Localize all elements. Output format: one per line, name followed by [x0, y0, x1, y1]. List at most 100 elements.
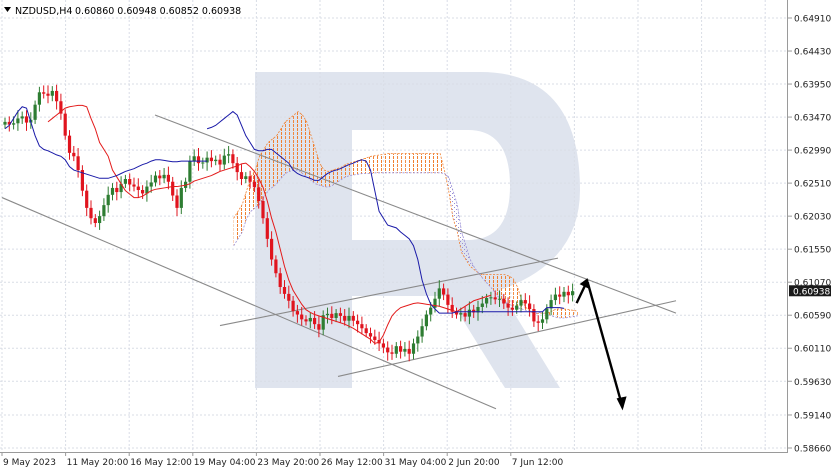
candle-bearish — [89, 207, 93, 219]
cloud-segment — [336, 167, 342, 183]
cloud-segment — [349, 161, 355, 176]
cloud-segment — [289, 115, 294, 172]
candle-bearish — [265, 218, 269, 239]
candle-bullish — [37, 92, 41, 105]
cloud-segment — [504, 274, 509, 305]
candle-bearish — [175, 195, 179, 208]
candle-bullish — [476, 306, 480, 313]
candle-bearish — [532, 309, 536, 322]
candle-bearish — [252, 181, 256, 188]
candle-bullish — [485, 298, 489, 304]
candle-bearish — [128, 178, 132, 185]
dropdown-triangle-icon[interactable] — [4, 7, 11, 12]
cloud-segment — [435, 153, 441, 173]
cloud-segment — [341, 164, 346, 180]
candle-bullish — [123, 178, 127, 184]
candle-bullish — [540, 319, 545, 323]
candles — [3, 84, 575, 362]
cloud-segment — [379, 154, 385, 173]
cloud-segment — [448, 176, 453, 219]
cloud-segment — [427, 153, 432, 173]
watermark-logo — [255, 72, 580, 388]
candle-bullish — [424, 314, 428, 327]
grid — [0, 0, 788, 452]
candle-bullish — [145, 186, 149, 194]
candle-bearish — [330, 313, 334, 318]
price-tick-label: 0.58660 — [794, 445, 831, 455]
cloud-segment — [508, 276, 514, 307]
kijun-sen-line — [4, 106, 208, 179]
channel-line — [337, 300, 677, 377]
price-tick-label: 0.62030 — [794, 213, 831, 223]
candle-bullish — [467, 309, 471, 317]
candle-bearish — [454, 311, 459, 315]
candle-bullish — [497, 298, 502, 300]
candle-bearish — [24, 116, 29, 123]
candle-bullish — [437, 288, 441, 299]
candle-bearish — [291, 300, 295, 312]
candle-bullish — [459, 313, 463, 315]
candle-bearish — [67, 135, 72, 153]
price-tick-label: 0.60590 — [794, 312, 831, 322]
candle-bullish — [16, 118, 20, 124]
candle-bearish — [261, 201, 265, 219]
candle-bullish — [416, 336, 420, 344]
forecast-arrow-down — [586, 281, 624, 408]
candle-bullish — [394, 346, 398, 354]
candle-bearish — [158, 175, 162, 179]
arrowhead-icon — [579, 278, 590, 290]
candle-bullish — [325, 313, 330, 316]
candle-bearish — [566, 291, 570, 296]
candle-bullish — [562, 291, 566, 297]
price-tick-label: 0.62990 — [794, 147, 831, 157]
channel-lines — [1, 114, 677, 410]
cloud-segment — [259, 149, 264, 205]
price-tick-label: 0.61070 — [794, 279, 831, 289]
cloud-segment — [311, 135, 316, 184]
candle-bearish — [407, 348, 411, 354]
candle-bearish — [209, 157, 213, 162]
candle-bearish — [351, 315, 355, 321]
time-tick-label: 16 May 12:00 — [130, 458, 192, 468]
candle-bearish — [338, 313, 342, 316]
ichimoku-lines — [4, 104, 565, 344]
candle-bullish — [334, 313, 338, 318]
candle-bearish — [472, 309, 476, 313]
last-price-tag: 0.60938 — [789, 285, 831, 297]
candle-bearish — [381, 343, 385, 348]
candle-bearish — [493, 297, 497, 300]
candle-bullish — [20, 116, 24, 119]
cloud-segment — [302, 115, 307, 177]
candle-bearish — [55, 90, 59, 102]
channel-line — [1, 197, 497, 410]
candle-bearish — [132, 184, 136, 187]
candle-bullish — [33, 104, 37, 120]
cloud-segment — [573, 310, 578, 317]
candle-bullish — [480, 303, 484, 307]
cloud-segment — [569, 309, 574, 318]
cloud-segment — [238, 204, 243, 239]
candle-bearish — [235, 163, 239, 173]
candle-bearish — [502, 298, 506, 304]
cloud-segment — [483, 274, 488, 284]
price-tick-label: 0.60110 — [794, 345, 831, 355]
candle-bearish — [166, 174, 170, 182]
candle-bullish — [153, 175, 158, 183]
candle-bullish — [515, 305, 519, 310]
cloud-segment — [487, 274, 492, 289]
cloud-segment — [233, 211, 238, 246]
candle-bearish — [313, 317, 317, 325]
candle-bearish — [442, 288, 446, 295]
cloud-segment — [298, 111, 303, 174]
candle-bearish — [136, 186, 140, 190]
candle-bearish — [399, 346, 403, 352]
candle-bearish — [528, 303, 532, 310]
candle-bullish — [201, 162, 205, 164]
candle-bearish — [364, 328, 368, 334]
cloud-segment — [358, 159, 363, 175]
kijun-sen-line — [206, 110, 565, 314]
candle-bullish — [102, 205, 106, 217]
candle-bullish — [205, 157, 209, 163]
cloud-segment — [470, 259, 475, 270]
ohlc-label: 0.60860 0.60948 0.60852 0.60938 — [75, 6, 241, 17]
